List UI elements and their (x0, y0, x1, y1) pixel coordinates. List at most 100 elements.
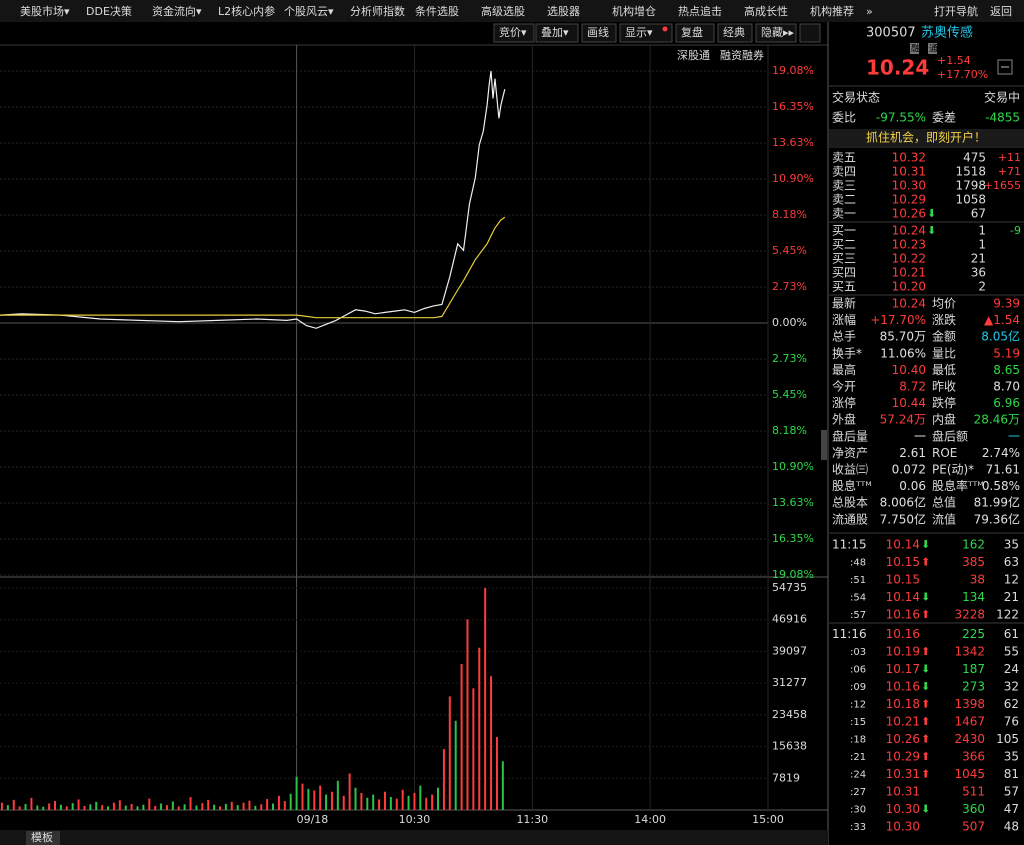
toolbar-button[interactable] (755, 23, 797, 43)
menu-item[interactable]: 热点追击 (678, 4, 722, 18)
collapse-button[interactable] (997, 59, 1013, 75)
stat-label: 跌停 (932, 395, 956, 410)
tick-time: :54 (850, 593, 866, 604)
fullscreen-button[interactable] (799, 23, 821, 43)
y-tick-label: 23458 (772, 708, 807, 721)
stat-value: 79.36亿 (974, 511, 1020, 526)
menu-item[interactable]: » (866, 5, 873, 18)
toolbar-button[interactable] (619, 23, 673, 43)
volume-bar (342, 795, 345, 810)
ratio-label: 委比 (832, 111, 856, 125)
tick-price: 10.21 (886, 715, 920, 729)
tick-time: :12 (850, 700, 866, 711)
volume-bar (42, 806, 45, 810)
link[interactable]: 深股通 (677, 49, 710, 62)
volume-bar (136, 806, 139, 810)
menu-item[interactable]: 打开导航 (934, 4, 978, 18)
tick-volume: 360 (962, 802, 985, 816)
menu-item[interactable]: 高成长性 (744, 4, 788, 18)
toolbar-button[interactable] (493, 23, 535, 43)
stat-label: 涨跌 (932, 312, 956, 327)
volume-bar (325, 794, 328, 810)
volume-bar (307, 788, 310, 810)
stat-value: 9.39 (993, 297, 1020, 311)
tick-price: 10.14 (886, 538, 920, 552)
volume-bar (218, 806, 221, 810)
stat-value: 85.70万 (880, 330, 926, 344)
menu-item[interactable]: 返回 (990, 5, 1012, 18)
link[interactable]: 融资融券 (720, 48, 764, 62)
stat-label: PE(动)* (932, 463, 974, 477)
volume-bar (366, 797, 369, 810)
volume-bar (437, 787, 440, 810)
volume-bar (495, 736, 498, 810)
status-label: 交易状态 (832, 90, 880, 105)
volume-bar (478, 647, 481, 810)
menu-item[interactable]: 美股市场▾ (20, 4, 70, 18)
price-line (0, 70, 506, 329)
volume-bar (484, 587, 487, 810)
book-price: 10.32 (892, 151, 926, 165)
menu-item[interactable]: DDE决策 (86, 4, 132, 18)
book-price: 10.20 (892, 280, 926, 294)
volume-bar (289, 793, 292, 810)
menu-item[interactable]: L2核心内参 (218, 4, 275, 18)
volume-bar (301, 783, 304, 810)
tick-dir: ⬆ (921, 556, 930, 569)
tick-time: :24 (850, 770, 866, 781)
tab-label: 模板 (31, 830, 53, 844)
menu-item[interactable]: 条件选股 (415, 4, 459, 18)
volume-bar (53, 801, 56, 810)
tick-price: 10.31 (886, 767, 920, 781)
tick-volume: 1342 (954, 645, 985, 659)
volume-bar (130, 803, 133, 810)
book-volume: 1 (978, 224, 986, 238)
y-tick-label: 19.08% (772, 568, 814, 581)
book-change: +11 (998, 151, 1021, 164)
tick-count: 32 (1004, 680, 1019, 694)
book-label: 买四 (832, 266, 856, 280)
status-value: 交易中 (984, 90, 1020, 105)
menu-item[interactable]: 分析师指数 (350, 4, 405, 18)
toolbar-button[interactable] (581, 23, 617, 43)
tick-dir: ⬆ (921, 715, 930, 728)
volume-bar (154, 805, 157, 810)
toolbar-button[interactable] (675, 23, 715, 43)
menu-item[interactable]: 机构增仓 (612, 4, 656, 18)
volume-bar (71, 803, 74, 810)
tab[interactable] (26, 831, 60, 845)
volume-bar (266, 799, 269, 810)
toolbar-label: 竞价▾ (499, 25, 527, 39)
y-tick-label: 0.00% (772, 316, 807, 329)
book-label: 买二 (832, 238, 856, 252)
stat-value: 2.61 (899, 446, 926, 460)
menu-item[interactable]: 选股器 (547, 5, 580, 18)
tick-dir: ⬇ (921, 680, 930, 693)
toolbar-button[interactable] (717, 23, 753, 43)
tick-count: 57 (1004, 785, 1019, 799)
menu-item[interactable]: 高级选股 (481, 4, 525, 18)
stat-label: 流值 (932, 511, 956, 526)
tick-time: :18 (850, 735, 866, 746)
toolbar-button[interactable] (535, 23, 579, 43)
menu-item[interactable]: 个股风云▾ (284, 5, 334, 18)
book-volume: 475 (963, 151, 986, 165)
menu-item[interactable]: 资金流向▾ (152, 4, 202, 18)
tick-count: 47 (1004, 802, 1019, 816)
panel-handle[interactable] (821, 430, 827, 460)
menu-item[interactable]: 机构推荐 (810, 4, 854, 18)
last-price: 10.24 (866, 56, 929, 80)
book-label: 卖五 (832, 151, 856, 165)
volume-bar (407, 795, 410, 810)
banner[interactable] (829, 129, 1024, 146)
tick-price: 10.15 (886, 555, 920, 569)
y-tick-label: 16.35% (772, 100, 814, 113)
volume-bar (213, 804, 216, 810)
toolbar-label: 隐藏▸▸ (761, 26, 795, 39)
volume-bar (112, 802, 115, 810)
y-tick-label: 8.18% (772, 424, 807, 437)
tick-price: 10.26 (886, 732, 920, 746)
y-tick-label: 46916 (772, 613, 807, 626)
volume-bar (272, 803, 275, 810)
tick-volume: 1398 (954, 697, 985, 711)
